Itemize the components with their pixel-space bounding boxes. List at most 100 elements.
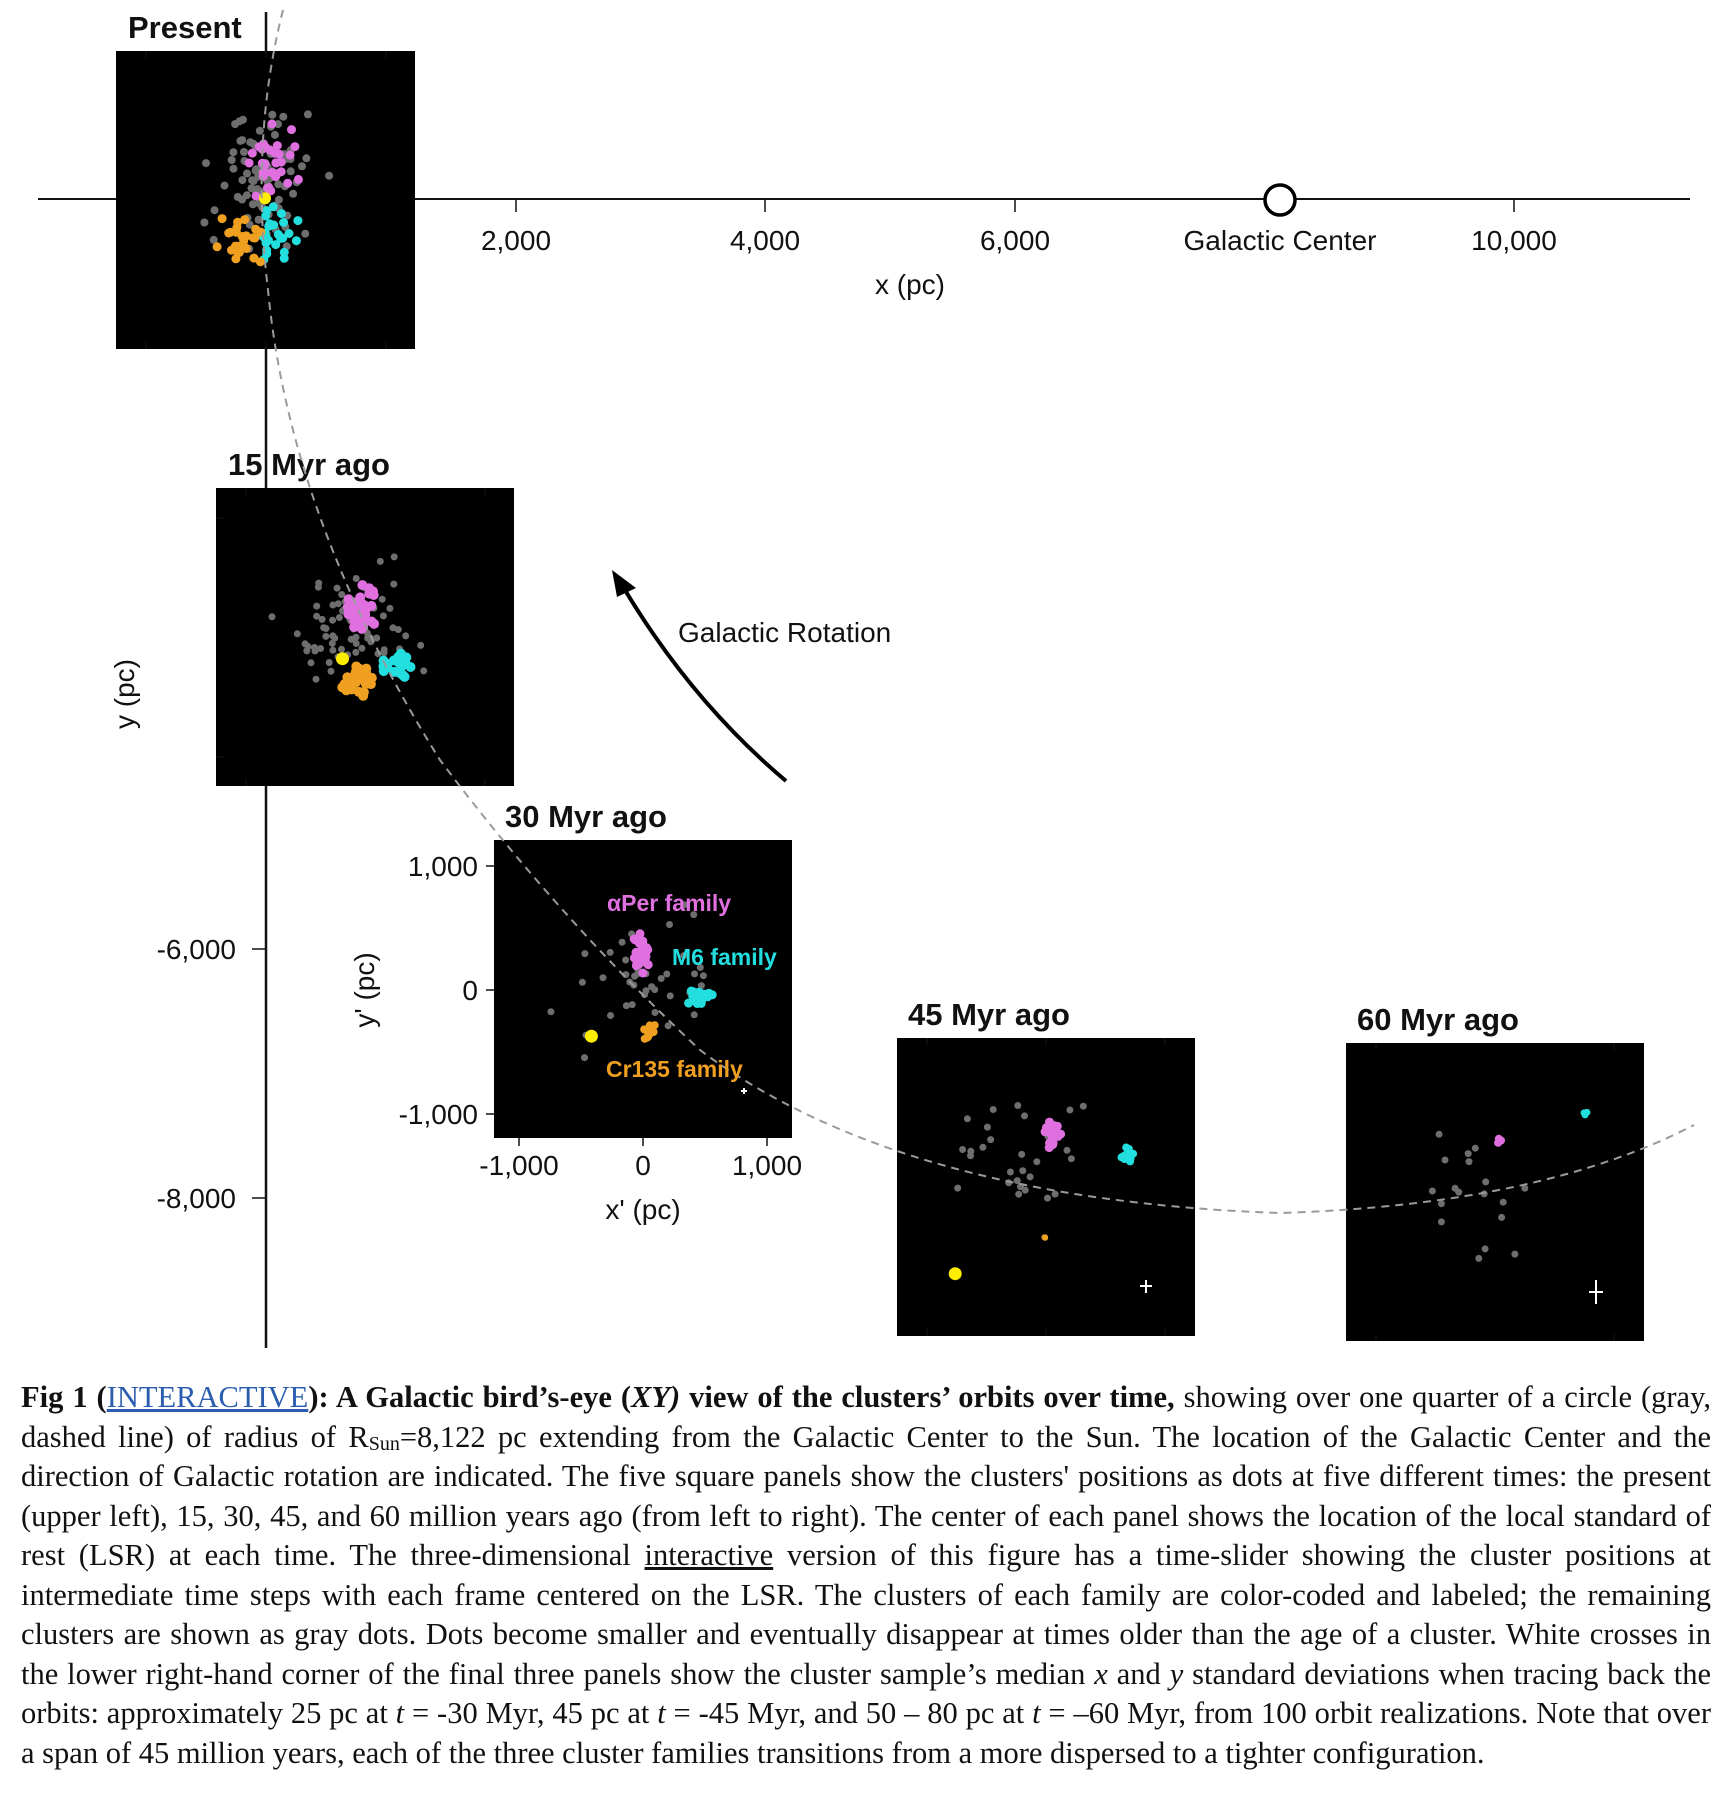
field-cluster-dot bbox=[301, 229, 310, 238]
aper-family-dot bbox=[364, 583, 375, 594]
field-cluster-dot bbox=[329, 616, 337, 624]
field-cluster-dot bbox=[268, 613, 276, 621]
field-cluster-dot bbox=[1066, 1106, 1074, 1114]
field-cluster-dot bbox=[334, 600, 342, 608]
m6-family-dot bbox=[264, 221, 274, 231]
field-cluster-dot bbox=[338, 645, 345, 653]
field-cluster-dot bbox=[270, 130, 279, 139]
field-cluster-dot bbox=[690, 1011, 698, 1019]
field-cluster-dot bbox=[312, 675, 320, 683]
field-cluster-dot bbox=[322, 632, 330, 640]
aper-family-dot bbox=[247, 148, 257, 158]
field-cluster-dot bbox=[210, 206, 219, 215]
cr135-family-dot bbox=[239, 236, 249, 246]
m6-family-dot bbox=[707, 990, 717, 1000]
x-tick-label: 6,000 bbox=[980, 225, 1050, 256]
panel-title-60myr: 60 Myr ago bbox=[1357, 1002, 1519, 1037]
cr135-family-dot bbox=[1041, 1234, 1047, 1240]
caption-italic: t bbox=[657, 1696, 666, 1730]
inset-ytick-label: 1,000 bbox=[408, 851, 478, 882]
aper-family-dot bbox=[272, 141, 282, 151]
inset-xtick-label: 1,000 bbox=[732, 1150, 802, 1181]
field-cluster-dot bbox=[352, 648, 360, 656]
field-cluster-dot bbox=[227, 156, 236, 164]
field-cluster-dot bbox=[963, 1115, 971, 1123]
field-cluster-dot bbox=[1498, 1213, 1506, 1221]
field-cluster-dot bbox=[606, 948, 614, 956]
aper-family-dot bbox=[283, 178, 293, 188]
field-cluster-dot bbox=[699, 972, 707, 980]
field-cluster-dot bbox=[420, 667, 428, 675]
field-cluster-dot bbox=[255, 126, 264, 135]
field-cluster-dot bbox=[622, 956, 630, 964]
field-cluster-dot bbox=[402, 632, 410, 640]
caption-italic: t bbox=[1032, 1696, 1041, 1730]
field-cluster-dot bbox=[254, 215, 263, 224]
cr135-family-dot bbox=[353, 686, 364, 697]
field-cluster-dot bbox=[954, 1184, 962, 1192]
field-cluster-dot bbox=[1063, 1146, 1071, 1154]
galactic-center-marker bbox=[1263, 183, 1297, 217]
y-tick-label: -6,000 bbox=[157, 934, 236, 965]
field-cluster-dot bbox=[390, 580, 398, 588]
field-cluster-dot bbox=[989, 1106, 997, 1113]
field-cluster-dot bbox=[229, 148, 238, 157]
m6-family-dot bbox=[691, 992, 700, 1002]
cluster-dots bbox=[200, 110, 1591, 1281]
m6-family-dot bbox=[1580, 1109, 1588, 1117]
aper-family-dot bbox=[265, 145, 275, 155]
aper-family-dot bbox=[643, 960, 653, 970]
rotation-arrow bbox=[620, 583, 788, 783]
field-cluster-dot bbox=[690, 911, 698, 919]
field-cluster-dot bbox=[394, 626, 402, 633]
field-cluster-dot bbox=[979, 1143, 987, 1151]
m6-family-dot bbox=[268, 202, 278, 212]
aper-family-dot bbox=[369, 618, 380, 629]
cr135-family-dot bbox=[249, 253, 259, 263]
field-cluster-dot bbox=[304, 643, 312, 650]
y-axis-ticks bbox=[252, 948, 266, 1199]
m6-family-dot bbox=[405, 662, 416, 672]
aper-family-dot bbox=[271, 158, 281, 168]
field-cluster-dot bbox=[328, 639, 336, 647]
field-cluster-dot bbox=[293, 630, 301, 638]
y-axis-title: y (pc) bbox=[109, 659, 140, 729]
field-cluster-dot bbox=[628, 1001, 636, 1009]
m6-family-dot bbox=[698, 990, 708, 1000]
aper-family-dot bbox=[356, 623, 367, 634]
aper-family-dot bbox=[1494, 1134, 1503, 1143]
m6-family-dot bbox=[279, 247, 289, 257]
field-cluster-dot bbox=[318, 615, 326, 623]
m6-family-dot bbox=[271, 240, 281, 250]
field-cluster-dot bbox=[1015, 1190, 1023, 1198]
field-cluster-dot bbox=[327, 667, 335, 675]
cr135-family-dot bbox=[212, 242, 222, 252]
field-cluster-dot bbox=[1044, 1194, 1051, 1202]
caption-bold-a: ): A Galactic bird’s-eye ( bbox=[308, 1380, 632, 1414]
inset-xtick-label: 0 bbox=[635, 1150, 651, 1181]
m6-family-dot bbox=[1117, 1153, 1126, 1162]
m6-family-dot bbox=[277, 209, 286, 219]
aper-family-dot bbox=[266, 186, 276, 196]
caption-italic: t bbox=[395, 1696, 405, 1730]
field-cluster-dot bbox=[378, 595, 386, 603]
aper-family-dot bbox=[251, 191, 261, 201]
orbit-dashed-path bbox=[260, 9, 1695, 1215]
field-cluster-dot bbox=[1079, 1102, 1087, 1110]
field-cluster-dot bbox=[329, 646, 337, 654]
panel-60myr bbox=[1346, 1043, 1644, 1341]
field-cluster-dot bbox=[289, 189, 298, 198]
sun-dot bbox=[336, 652, 349, 666]
field-cluster-dot bbox=[1499, 1198, 1507, 1206]
field-cluster-dot bbox=[983, 1123, 991, 1131]
x-tick-label: 4,000 bbox=[730, 225, 800, 256]
caption-bold-b: view of the clusters’ orbits over time, bbox=[680, 1380, 1175, 1414]
x-axis-title: x (pc) bbox=[875, 269, 945, 300]
field-cluster-dot bbox=[1067, 1155, 1075, 1163]
error-crosses bbox=[741, 1088, 1603, 1304]
field-cluster-dot bbox=[379, 612, 387, 620]
field-cluster-dot bbox=[651, 986, 659, 994]
cr135-family-dot bbox=[224, 228, 234, 238]
caption-interactive-link[interactable]: INTERACTIVE bbox=[106, 1380, 309, 1414]
caption-text: and bbox=[1107, 1656, 1170, 1691]
